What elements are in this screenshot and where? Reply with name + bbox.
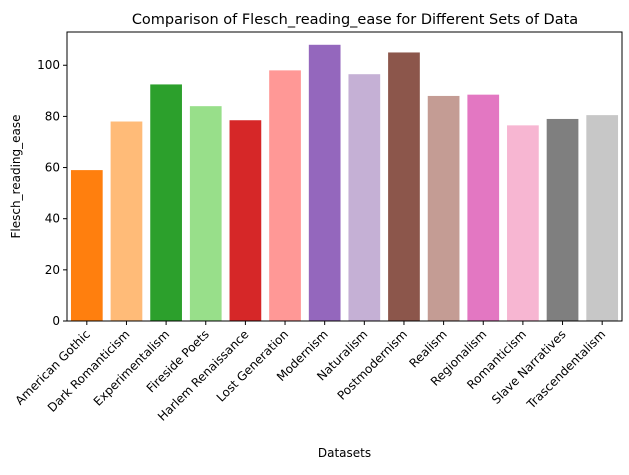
y-tick-label: 0 bbox=[52, 314, 60, 328]
bar-experimentalism bbox=[150, 84, 182, 322]
y-tick-label: 40 bbox=[45, 212, 60, 226]
bars-group bbox=[70, 44, 619, 322]
bar-lost-generation bbox=[269, 70, 301, 322]
bar-realism bbox=[427, 95, 460, 321]
bar-modernism bbox=[308, 44, 341, 322]
bar-romanticism bbox=[507, 125, 539, 322]
bar-naturalism bbox=[348, 74, 381, 321]
bar-american-gothic bbox=[70, 170, 103, 321]
y-axis: 0 20 40 60 80 100 bbox=[37, 58, 67, 328]
x-tick-label: Lost Generation bbox=[214, 327, 291, 404]
y-tick-label: 60 bbox=[45, 161, 60, 175]
bar-fireside-poets bbox=[189, 106, 222, 321]
bar-postmodernism bbox=[388, 52, 420, 322]
bar-trascendentalism bbox=[586, 115, 619, 321]
bar-regionalism bbox=[467, 94, 500, 321]
bar-harlem-renaissance bbox=[229, 120, 262, 321]
chart-title: Comparison of Flesch_reading_ease for Di… bbox=[132, 12, 578, 28]
x-tick-label: Slave Narratives bbox=[489, 327, 569, 407]
x-tick-label: Trascendentalism bbox=[523, 327, 608, 412]
bar-slave-narratives bbox=[546, 118, 579, 321]
y-tick-label: 100 bbox=[37, 58, 60, 72]
x-axis-label: Datasets bbox=[318, 446, 371, 460]
y-axis-label: Flesch_reading_ease bbox=[9, 114, 23, 238]
y-tick-label: 80 bbox=[45, 109, 60, 123]
plot-frame bbox=[66, 31, 623, 322]
bar-dark-romanticism bbox=[110, 121, 143, 321]
x-tick-label: American Gothic bbox=[12, 327, 92, 407]
y-tick-label: 20 bbox=[45, 263, 60, 277]
x-tick-label: Postmodernism bbox=[335, 327, 410, 402]
